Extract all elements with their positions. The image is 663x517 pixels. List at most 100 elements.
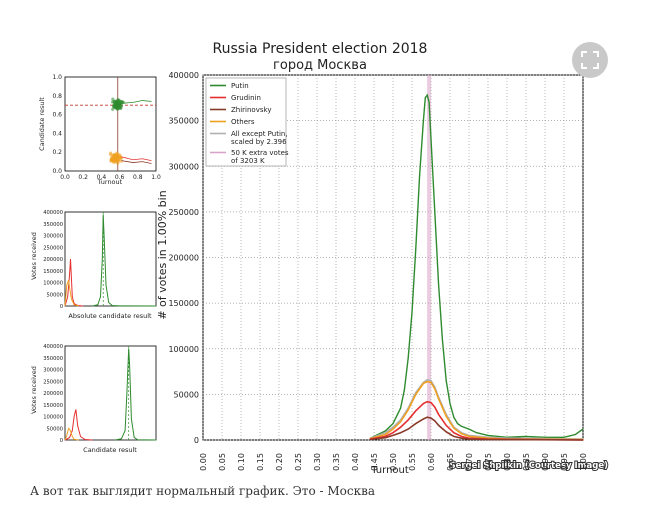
inset3-y-tick-label: 100000 [43,415,63,421]
inset1-scatter-point [115,103,119,107]
main-data-point [400,421,402,423]
main-legend-label: Grudinin [231,94,261,102]
inset1-zhirinovsky-trace [121,160,152,164]
inset3-series-line [64,409,93,441]
inset1-scatter-point [112,153,117,157]
inset1-scatter-point [108,152,113,156]
main-y-tick-label: 100000 [168,345,199,354]
expand-button[interactable] [572,42,608,78]
main-x-tick-label: 0.45 [370,453,379,471]
inset1-y-tick-label: 0.6 [52,112,62,119]
main-legend-label: of 3203 K [231,157,265,165]
inset2-y-tick-label: 200000 [43,257,63,263]
main-legend-label: Putin [231,82,249,90]
inset1-scatter-point [115,99,119,103]
inset1-scatter-point [117,106,121,110]
inset2-series-line [64,279,79,307]
inset1-scatter-point [119,104,124,108]
main-legend-label: Zhirinovsky [231,106,271,114]
inset2-y-tick-label: 300000 [43,234,63,240]
main-y-tick-label: 250000 [168,208,199,217]
main-x-tick-label: 0.35 [332,453,341,471]
inset2-y-tick-label: 0 [60,304,63,310]
main-x-tick-label: 0.80 [503,453,512,471]
watermark: Sergei Shpilkin (Courtesy Image) [449,461,608,471]
main-data-point [434,406,436,408]
main-data-point [407,357,409,359]
main-data-point [426,379,428,381]
main-data-point [392,426,394,428]
main-x-tick-label: 0.70 [465,453,474,471]
main-data-point [426,381,428,383]
main-y-tick-label: 150000 [168,299,199,308]
main-data-point [392,422,394,425]
main-x-tick-label: 0.85 [522,453,531,471]
main-series-line [369,378,584,440]
main-data-point [468,438,470,440]
inset2-y-label: Votes received [30,232,38,280]
inset3-y-tick-label: 350000 [43,356,63,362]
main-data-point [453,435,455,437]
main-data-point [434,211,436,213]
inset1-y-tick-label: 0.4 [52,130,62,137]
main-data-point [426,401,428,403]
inset1-y-tick-label: 0.2 [52,149,62,156]
main-legend-label: All except Putin, [231,130,288,138]
inset1-scatter-point [112,100,116,104]
main-data-point [445,415,447,417]
main-data-point [426,416,428,418]
main-data-point [544,436,546,438]
main-series-line [369,93,584,439]
inset1-y-label: Candidate result [38,97,46,151]
inset3-y-label: Votes received [30,366,38,414]
main-data-point [400,432,402,434]
main-legend-label: Others [231,118,255,126]
inset3-y-tick-label: 0 [60,438,63,444]
inset1-scatter-point [111,107,115,111]
main-x-tick-label: 0.05 [218,453,227,471]
main-data-point [392,428,394,430]
inset2-y-tick-label: 150000 [43,269,63,275]
main-legend-label: scaled by 2.396 [231,138,287,146]
election-figure: Russia President election 2018 город Мос… [30,41,609,476]
main-data-point [403,389,405,391]
main-data-point [445,380,447,382]
main-data-point [407,428,409,430]
main-x-tick-label: 0.25 [294,453,303,471]
inset1-x-tick-label: 0.2 [78,174,88,181]
main-data-point [460,435,462,437]
inset1-x-tick-label: 0.8 [133,174,143,181]
main-data-point [457,422,459,425]
inset1-y-tick-label: 0.8 [52,93,62,100]
main-data-point [428,101,430,103]
main-data-point [525,435,527,437]
main-data-point [438,424,440,426]
inset3-y-tick-label: 200000 [43,391,63,397]
main-x-tick-label: 0.50 [389,453,398,471]
main-y-tick-label: 400000 [168,71,199,80]
main-x-tick-label: 0.90 [541,453,550,471]
main-data-point [468,435,470,437]
main-data-point [563,436,565,438]
main-data-point [445,424,447,426]
main-data-point [574,433,577,436]
main-data-point [419,174,421,176]
main-x-tick-label: 0.65 [446,453,455,471]
main-x-tick-label: 0.75 [484,453,493,471]
inset1-scatter-point [116,161,120,165]
inset3-y-tick-label: 400000 [43,344,63,350]
inset2-y-tick-label: 100000 [43,281,63,287]
inset3-x-label: Candidate result [83,446,137,454]
inset1-x-tick-label: 0.6 [115,174,125,181]
main-x-tick-label: 0.40 [351,453,360,471]
main-y-tick-label: 200000 [168,254,199,263]
main-data-point [424,97,426,99]
inset2-y-tick-label: 400000 [43,210,63,216]
inset3-y-tick-label: 50000 [46,426,63,432]
main-data-point [434,420,436,422]
main-x-tick-label: 0.00 [199,453,208,471]
inset3-y-tick-label: 300000 [43,368,63,374]
main-data-point [438,413,440,416]
inset3-series-line [64,427,79,441]
main-data-point [422,382,424,385]
